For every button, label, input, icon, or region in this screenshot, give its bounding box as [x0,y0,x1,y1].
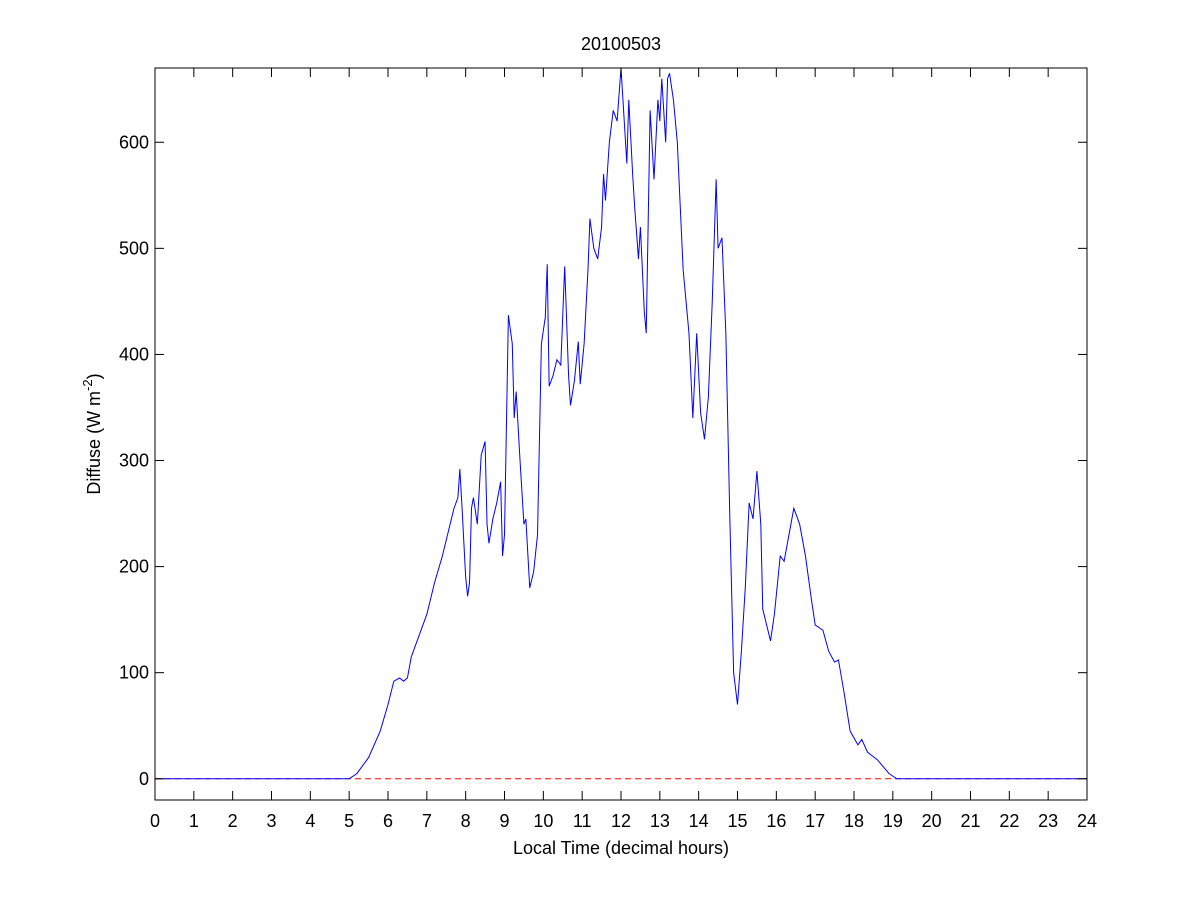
x-tick-label: 10 [533,811,553,831]
y-label-close: ) [84,373,104,379]
x-tick-label: 14 [689,811,709,831]
x-tick-label: 2 [228,811,238,831]
x-tick-label: 12 [611,811,631,831]
x-tick-label: 11 [573,811,592,831]
x-tick-label: 7 [422,811,432,831]
data-line [155,67,1087,780]
x-tick-label: 20 [922,811,942,831]
y-tick-label: 300 [119,451,149,471]
x-tick-label: 19 [883,811,903,831]
y-tick-label: 0 [139,769,149,789]
x-axis-label: Local Time (decimal hours) [513,838,729,858]
x-tick-label: 15 [727,811,747,831]
x-tick-label: 3 [266,811,276,831]
x-tick-label: 21 [960,811,980,831]
chart-title: 20100503 [581,34,661,54]
x-tick-label: 5 [344,811,354,831]
y-tick-label: 600 [119,132,149,152]
x-tick-label: 16 [766,811,786,831]
x-tick-label: 4 [305,811,315,831]
y-tick-label: 500 [119,238,149,258]
x-tick-label: 0 [150,811,160,831]
y-tick-label: 200 [119,557,149,577]
y-tick-label: 100 [119,663,149,683]
x-tick-label: 24 [1077,811,1097,831]
y-axis-label: Diffuse (W m-2) [80,373,104,494]
x-tick-label: 18 [844,811,864,831]
y-label-text: Diffuse (W m [84,391,104,495]
y-tick-label: 400 [119,344,149,364]
y-label-exponent: -2 [80,379,95,391]
x-tick-label: 8 [461,811,471,831]
x-tick-label: 17 [805,811,825,831]
x-tick-label: 1 [189,811,199,831]
x-tick-label: 6 [383,811,393,831]
x-tick-label: 9 [499,811,509,831]
x-tick-label: 13 [650,811,670,831]
x-tick-label: 22 [999,811,1019,831]
x-tick-label: 23 [1038,811,1058,831]
